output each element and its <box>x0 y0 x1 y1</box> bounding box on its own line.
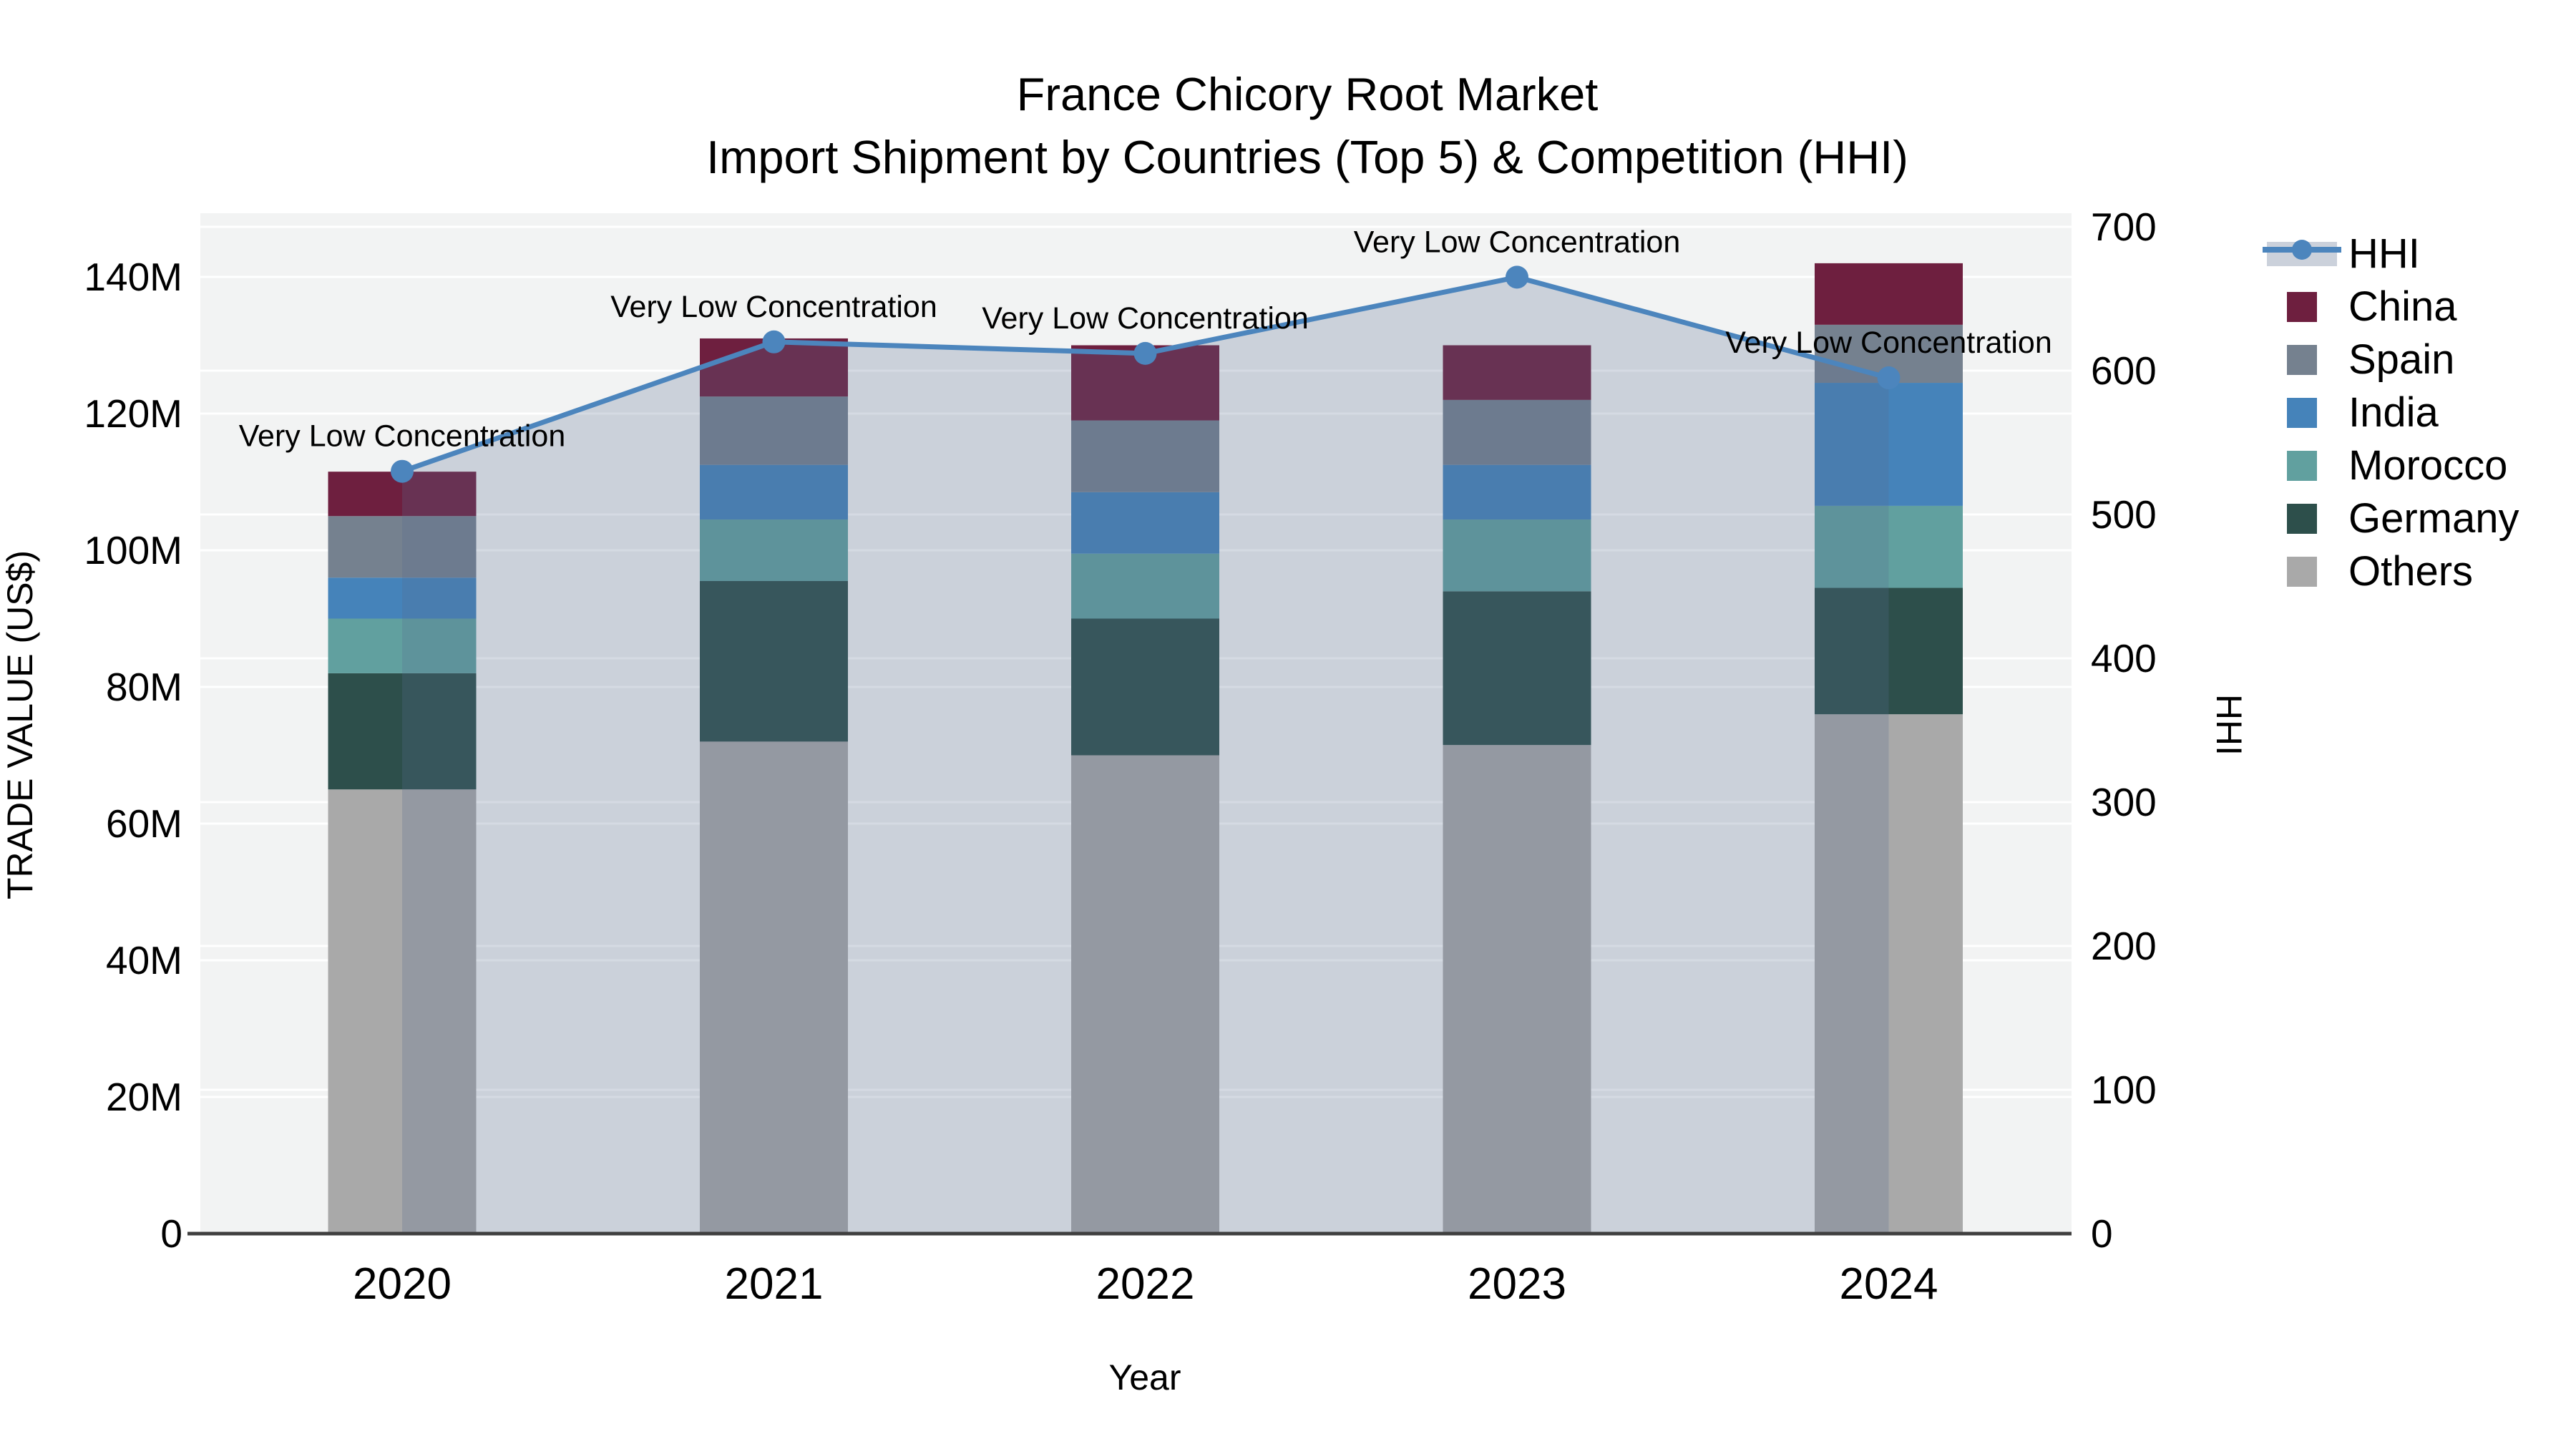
bar-segment-others-2024[interactable] <box>1815 714 1963 1234</box>
bar-segment-china-2023[interactable] <box>1443 345 1591 400</box>
y-left-tick: 100M <box>84 528 182 572</box>
legend-label-spain: Spain <box>2348 336 2454 383</box>
legend-item-india[interactable]: India <box>2287 389 2439 436</box>
annotation-2022: Very Low Concentration <box>982 301 1309 336</box>
hhi-marker-2024[interactable] <box>1877 366 1901 390</box>
stacked-bars <box>328 263 1963 1234</box>
x-tick-2024: 2024 <box>1840 1259 1938 1309</box>
y-left-tick: 0 <box>160 1211 182 1256</box>
y-right-tick: 300 <box>2091 780 2157 824</box>
legend-item-germany[interactable]: Germany <box>2287 495 2519 542</box>
y-left-tick: 60M <box>106 801 182 846</box>
legend-swatch-morocco <box>2287 451 2317 481</box>
chart-title-line1: France Chicory Root Market <box>1017 68 1599 120</box>
y-right-tick: 200 <box>2091 924 2157 968</box>
legend-label-china: China <box>2348 283 2457 330</box>
chart-title-line2: Import Shipment by Countries (Top 5) & C… <box>706 131 1908 183</box>
legend-item-china[interactable]: China <box>2287 283 2457 330</box>
legend-item-others[interactable]: Others <box>2287 548 2473 595</box>
bar-segment-morocco-2024[interactable] <box>1815 505 1963 588</box>
bar-segment-others-2021[interactable] <box>700 741 848 1234</box>
hhi-marker-2021[interactable] <box>762 330 786 353</box>
x-tick-2021: 2021 <box>725 1259 824 1309</box>
bar-segment-india-2021[interactable] <box>700 464 848 520</box>
bar-segment-spain-2023[interactable] <box>1443 399 1591 465</box>
legend: HHI China Spain India Morocco Germany Others <box>2263 230 2519 595</box>
y-left-tick: 80M <box>106 665 182 709</box>
bar-segment-morocco-2021[interactable] <box>700 519 848 581</box>
bar-segment-spain-2020[interactable] <box>328 516 477 578</box>
bar-segment-germany-2024[interactable] <box>1815 587 1963 715</box>
bar-segment-others-2020[interactable] <box>328 789 477 1234</box>
x-tick-2020: 2020 <box>353 1259 452 1309</box>
y-right-axis-title: HHI <box>2209 694 2249 756</box>
legend-swatch-spain <box>2287 345 2317 375</box>
legend-label-india: India <box>2348 389 2439 436</box>
x-tick-2023: 2023 <box>1468 1259 1566 1309</box>
legend-item-hhi[interactable]: HHI <box>2263 230 2420 277</box>
bar-segment-india-2024[interactable] <box>1815 383 1963 506</box>
legend-label-hhi: HHI <box>2348 230 2420 277</box>
legend-hhi-marker-icon <box>2292 240 2312 260</box>
legend-item-morocco[interactable]: Morocco <box>2287 442 2507 489</box>
legend-swatch-china <box>2287 292 2317 322</box>
y-left-axis-title: TRADE VALUE (US$) <box>0 550 40 899</box>
x-tick-2022: 2022 <box>1096 1259 1195 1309</box>
hhi-markers <box>391 265 1901 483</box>
bar-segment-germany-2020[interactable] <box>328 673 477 790</box>
bar-segment-germany-2021[interactable] <box>700 580 848 742</box>
hhi-marker-2022[interactable] <box>1133 341 1157 365</box>
bar-segment-india-2022[interactable] <box>1071 492 1219 554</box>
bar-segment-germany-2022[interactable] <box>1071 618 1219 756</box>
legend-label-others: Others <box>2348 548 2473 595</box>
y-right-tick: 700 <box>2091 205 2157 249</box>
y-right-tick: 100 <box>2091 1068 2157 1112</box>
y-left-tick: 20M <box>106 1075 182 1119</box>
annotation-2020: Very Low Concentration <box>239 419 566 454</box>
bar-segment-india-2020[interactable] <box>328 577 477 619</box>
y-right-tick: 400 <box>2091 636 2157 680</box>
annotation-2021: Very Low Concentration <box>610 290 937 324</box>
bar-segment-spain-2021[interactable] <box>700 396 848 465</box>
bar-segment-morocco-2020[interactable] <box>328 618 477 673</box>
annotations: Very Low Concentration Very Low Concentra… <box>239 225 2052 453</box>
axis-tick-labels: 0 20M 40M 60M 80M 100M 120M 140M 0 100 200 300 400 50… <box>84 205 2156 1309</box>
bar-segment-others-2023[interactable] <box>1443 745 1591 1234</box>
hhi-area-fill <box>402 277 1889 1234</box>
y-right-tick: 600 <box>2091 348 2157 393</box>
bar-segment-spain-2022[interactable] <box>1071 420 1219 492</box>
y-left-tick: 140M <box>84 255 182 299</box>
bar-segment-germany-2023[interactable] <box>1443 591 1591 746</box>
bar-segment-china-2024[interactable] <box>1815 263 1963 325</box>
bar-segment-others-2022[interactable] <box>1071 755 1219 1234</box>
bar-segment-india-2023[interactable] <box>1443 464 1591 520</box>
legend-label-morocco: Morocco <box>2348 442 2507 489</box>
y-right-tick: 0 <box>2091 1211 2113 1256</box>
annotation-2024: Very Low Concentration <box>1725 326 2052 360</box>
legend-item-spain[interactable]: Spain <box>2287 336 2454 383</box>
hhi-marker-2023[interactable] <box>1506 265 1528 289</box>
x-axis-title: Year <box>1108 1357 1181 1397</box>
hhi-marker-2020[interactable] <box>391 459 414 483</box>
y-right-tick: 500 <box>2091 492 2157 537</box>
hhi-area-polygon <box>402 277 1889 1234</box>
annotation-2023: Very Low Concentration <box>1354 225 1681 259</box>
y-left-tick: 120M <box>84 391 182 436</box>
y-left-tick: 40M <box>106 938 182 982</box>
legend-swatch-others <box>2287 557 2317 587</box>
legend-swatch-germany <box>2287 504 2317 534</box>
bar-segment-morocco-2023[interactable] <box>1443 519 1591 592</box>
bar-segment-morocco-2022[interactable] <box>1071 553 1219 619</box>
legend-swatch-india <box>2287 398 2317 428</box>
legend-label-germany: Germany <box>2348 495 2519 542</box>
